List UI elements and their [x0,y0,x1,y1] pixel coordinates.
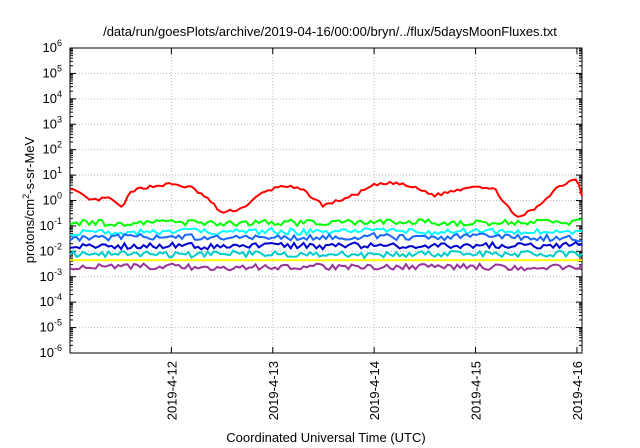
y-axis-label-post: -s-sr-MeV [22,136,37,193]
y-tick-labels: 10-610-510-410-310-210-11001011021031041… [40,38,62,360]
y-tick-base: 10 [43,167,57,182]
y-tick-label: 100 [43,191,62,208]
series-line [69,249,583,260]
y-tick-base: 10 [40,243,54,258]
y-tick-exp: 6 [57,38,62,48]
y-tick-exp: 2 [57,140,62,150]
x-tick-label: 2019-4-12 [164,361,179,420]
series-line [69,262,583,272]
series-line [69,178,583,218]
y-tick-base: 10 [40,269,54,284]
series-line [69,231,583,243]
series-line [69,217,583,228]
y-tick-label: 10-4 [40,292,62,309]
chart-title: /data/run/goesPlots/archive/2019-04-16/0… [103,24,557,39]
y-tick-label: 10-2 [40,241,62,258]
y-tick-label: 10-1 [40,216,62,233]
y-axis-label-sup: 2 [21,194,31,199]
y-tick-label: 102 [43,140,62,157]
y-tick-exp: 4 [57,89,62,99]
y-tick-exp: -3 [54,267,62,277]
y-tick-label: 10-3 [40,267,62,284]
x-tick-label: 2019-4-14 [367,361,382,420]
y-tick-exp: -2 [54,241,62,251]
x-tick-labels: 2019-4-12 2019-4-13 2019-4-14 2019-4-15 2019… [164,361,585,420]
y-tick-label: 101 [43,165,62,182]
y-tick-base: 10 [40,320,54,335]
axis-ticks [70,47,582,354]
grid [70,48,582,353]
x-tick-label: 2019-4-16 [570,361,585,420]
y-tick-base: 10 [43,116,57,131]
series-line [69,226,583,237]
x-tick-label: 2019-4-13 [266,361,281,420]
y-tick-exp: 3 [57,114,62,124]
y-tick-base: 10 [43,193,57,208]
series-group [69,178,583,272]
y-tick-base: 10 [43,65,57,80]
y-tick-label: 106 [43,38,62,55]
y-tick-exp: 5 [57,63,62,73]
y-tick-label: 10-5 [40,318,62,335]
y-tick-base: 10 [40,218,54,233]
y-tick-base: 10 [40,294,54,309]
y-tick-base: 10 [43,40,57,55]
y-tick-base: 10 [40,345,54,360]
x-axis-label: Coordinated Universal Time (UTC) [226,430,425,445]
y-tick-label: 103 [43,114,62,131]
y-tick-exp: -4 [54,292,62,302]
y-axis-label: protons/cm2-s-sr-MeV [21,136,37,263]
y-tick-exp: 1 [57,165,62,175]
y-tick-exp: -5 [54,318,62,328]
series-line [69,240,583,251]
y-tick-label: 105 [43,63,62,80]
y-tick-exp: -6 [54,343,62,353]
y-tick-base: 10 [43,142,57,157]
y-tick-base: 10 [43,91,57,106]
y-axis-label-pre: protons/cm [22,199,37,263]
y-tick-exp: -1 [54,216,62,226]
y-tick-label: 10-6 [40,343,62,360]
y-tick-label: 104 [43,89,62,106]
x-tick-label: 2019-4-15 [469,361,484,420]
y-tick-exp: 0 [57,191,62,201]
